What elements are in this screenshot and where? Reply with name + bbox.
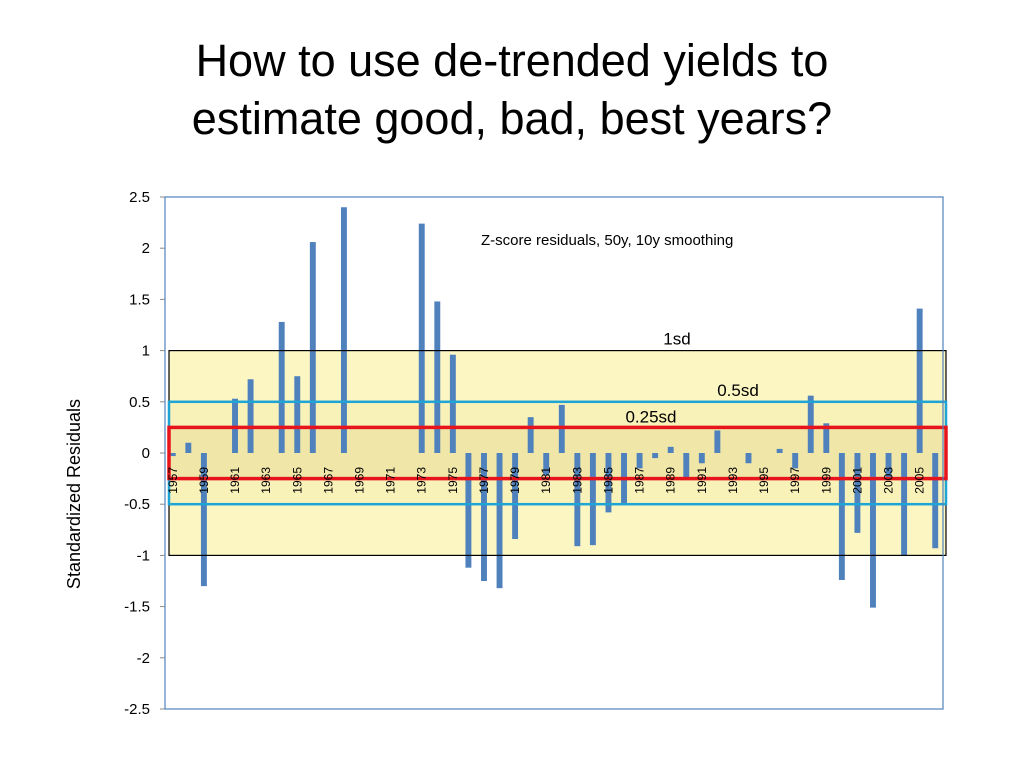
bar-1975 xyxy=(449,354,456,453)
band-label-1sd: 1sd xyxy=(663,330,690,349)
bar-2001 xyxy=(854,453,861,533)
x-tick-label: 1991 xyxy=(695,467,709,494)
x-tick-label: 1985 xyxy=(601,467,615,494)
bar-1962 xyxy=(247,379,254,453)
x-tick-label: 1989 xyxy=(664,467,678,494)
bar-1966 xyxy=(309,242,316,453)
y-tick-label: -2.5 xyxy=(124,701,150,718)
x-tick-label: 1957 xyxy=(166,467,180,494)
band-0.25sd-outline xyxy=(167,425,948,481)
bar-series xyxy=(169,207,939,608)
x-tick-label: 1963 xyxy=(259,467,273,494)
bar-1985 xyxy=(605,453,612,513)
y-tick-label: 0.5 xyxy=(129,394,150,411)
bar-1984 xyxy=(589,453,596,546)
bar-1991 xyxy=(698,453,705,464)
y-tick-label: -2 xyxy=(137,650,150,667)
x-tick-label: 1973 xyxy=(415,467,429,494)
y-tick-label: 2.5 xyxy=(129,189,150,206)
x-tick-label: 1999 xyxy=(819,467,833,494)
bar-1987 xyxy=(636,453,643,469)
bar-2002 xyxy=(870,453,876,608)
bar-1992 xyxy=(714,430,721,453)
bar-2006 xyxy=(932,453,939,549)
bar-2003 xyxy=(885,453,892,479)
x-tick-label: 1977 xyxy=(477,467,491,494)
y-tick-label: 0 xyxy=(142,445,150,462)
bar-1988 xyxy=(652,453,659,459)
x-tick-label: 1983 xyxy=(570,467,584,494)
bar-1997 xyxy=(792,453,799,469)
x-tick-label: 1979 xyxy=(508,467,522,494)
bar-1989 xyxy=(667,446,674,453)
y-tick-label: 1.5 xyxy=(129,291,150,308)
chart-note: Z-score residuals, 50y, 10y smoothing xyxy=(481,232,733,249)
x-tick-label: 2001 xyxy=(850,467,864,494)
band-label-0.5sd: 0.5sd xyxy=(717,381,759,400)
bar-1968 xyxy=(340,207,347,453)
bar-1959 xyxy=(200,453,207,587)
band-label-0.25sd: 0.25sd xyxy=(625,407,676,426)
x-tick-label: 1959 xyxy=(197,467,211,494)
x-tick-label: 1997 xyxy=(788,467,802,494)
bar-2000 xyxy=(838,453,845,580)
slide-title-line-1: How to use de-trended yields to xyxy=(195,35,829,86)
x-tick-label: 1975 xyxy=(446,467,460,494)
y-axis-title: Standardized Residuals xyxy=(64,399,84,589)
x-tick-label: 1995 xyxy=(757,467,771,494)
y-tick-label: -1.5 xyxy=(124,599,150,616)
x-tick-label: 2005 xyxy=(913,467,927,494)
slide-title-line-2: estimate good, bad, best years? xyxy=(191,93,833,144)
bar-1958 xyxy=(185,442,192,453)
y-tick-label: -1 xyxy=(137,547,150,564)
bar-1964 xyxy=(278,321,285,453)
slide-title: How to use de-trended yields to estimate… xyxy=(0,32,1024,148)
bar-1998 xyxy=(807,395,814,453)
y-tick-label: -0.5 xyxy=(124,496,150,513)
bar-1957 xyxy=(169,453,176,457)
y-tick-label: 1 xyxy=(142,343,150,360)
x-tick-label: 1993 xyxy=(726,467,740,494)
x-tick-label: 1971 xyxy=(384,467,398,494)
x-tick-label: 1967 xyxy=(321,467,335,494)
bar-1990 xyxy=(683,453,690,479)
x-tick-label: 1965 xyxy=(290,467,304,494)
x-tick-label: 1969 xyxy=(353,467,367,494)
sd-band-outlines xyxy=(167,350,948,557)
bar-1994 xyxy=(745,453,752,464)
bar-1965 xyxy=(294,376,301,453)
bar-1983 xyxy=(574,453,581,547)
bar-1999 xyxy=(823,423,830,453)
y-axis-ticks: 2.5 2 1.5 1 0.5 0 -0.5 -1 -1.5 -2 -2.5 xyxy=(124,189,165,718)
x-tick-label: 1961 xyxy=(228,467,242,494)
y-tick-label: 2 xyxy=(142,240,150,257)
bar-1996 xyxy=(776,448,783,453)
sd-band-fill xyxy=(169,350,946,556)
bar-1978 xyxy=(496,453,503,589)
bar-1977 xyxy=(481,453,487,581)
bar-1976 xyxy=(465,453,472,568)
bar-1981 xyxy=(543,453,550,476)
bar-1973 xyxy=(418,223,425,453)
x-axis-tick-labels: 1957 1959 1961 1963 1965 1967 1969 1971 1973 1975… xyxy=(166,467,927,494)
x-tick-label: 2003 xyxy=(882,467,896,494)
bar-1980 xyxy=(527,417,534,453)
bar-1974 xyxy=(434,301,441,453)
x-tick-label: 1981 xyxy=(539,467,553,494)
sd-band-labels: 1sd 0.5sd 0.25sd xyxy=(625,330,758,427)
bar-1979 xyxy=(512,453,519,540)
bar-2005 xyxy=(916,308,923,453)
x-tick-label: 1987 xyxy=(633,467,647,494)
